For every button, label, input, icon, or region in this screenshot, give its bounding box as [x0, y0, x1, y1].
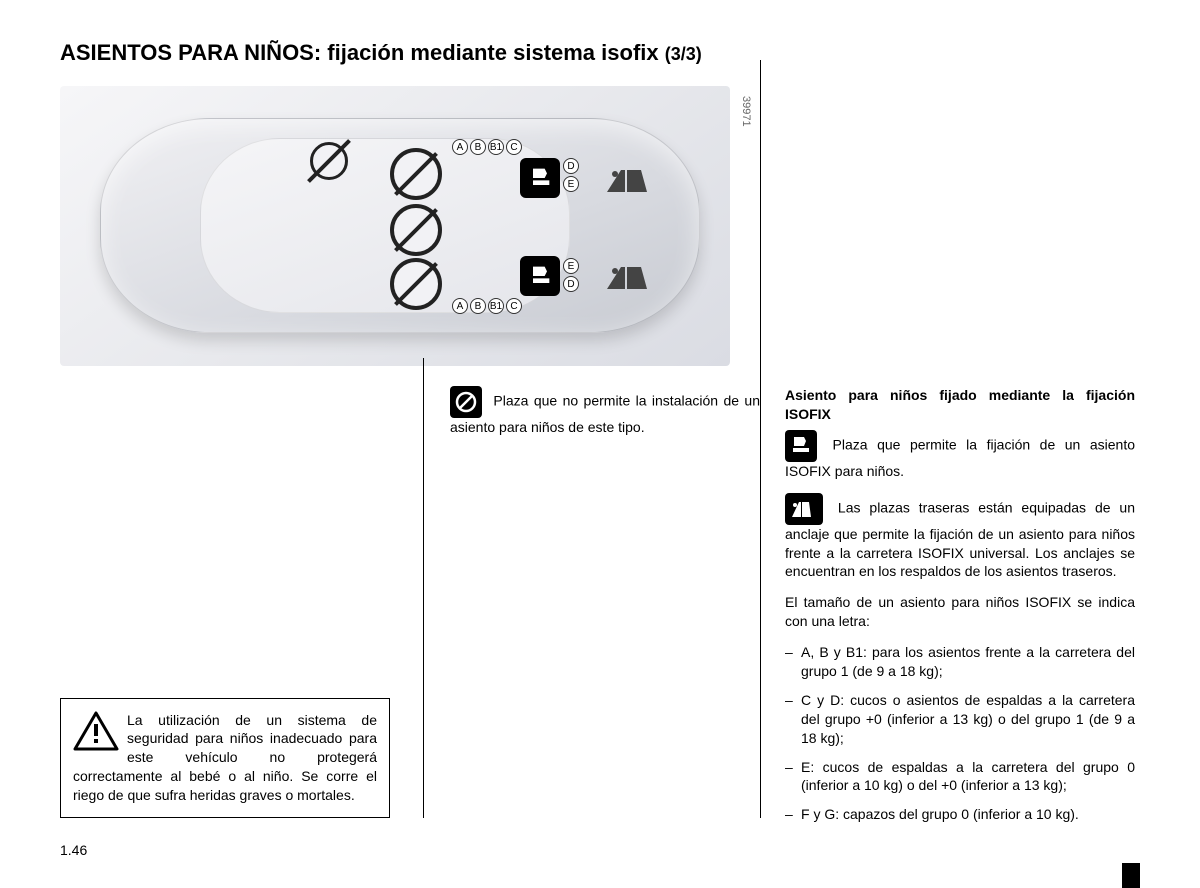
label-e: E: [563, 258, 579, 274]
warning-box: La utilización de un sistema de segurida…: [60, 698, 390, 818]
title-main: ASIENTOS PARA NIÑOS: fijación mediante s…: [60, 40, 659, 65]
label-b1: B1: [488, 298, 504, 314]
size-intro: El tamaño de un asiento para niños ISOFI…: [785, 593, 1135, 631]
page-title: ASIENTOS PARA NIÑOS: fijación mediante s…: [60, 40, 1140, 66]
isofix-seat-icon: [785, 430, 817, 462]
column-divider: [423, 358, 424, 818]
top-tether-icon: [785, 493, 823, 525]
figure-number: 39971: [740, 96, 752, 127]
list-item: F y G: capazos del grupo 0 (inferior a 1…: [785, 805, 1135, 824]
warning-triangle-icon: [73, 711, 119, 751]
column-right: Asiento para niños fijado mediante la fi…: [785, 386, 1135, 834]
car-roof: [200, 138, 570, 313]
child-seat-allowed-icon: [520, 256, 560, 296]
label-b1: B1: [488, 139, 504, 155]
label-a: A: [452, 139, 468, 155]
prohibited-description: Plaza que no permite la instalación de u…: [450, 393, 760, 435]
page-corner-mark: [1122, 863, 1140, 888]
label-b: B: [470, 139, 486, 155]
rear-seat-prohibited-icon: [390, 148, 442, 200]
rear-top-labels-horizontal: A B B1 C: [452, 139, 522, 155]
label-c: C: [506, 298, 522, 314]
rear-top-labels-vertical: D E: [563, 158, 579, 192]
label-d: D: [563, 276, 579, 292]
rear-middle-prohibited-icon: [390, 204, 442, 256]
page-number: 1.46: [60, 842, 87, 858]
list-item: E: cucos de espaldas a la carretera del …: [785, 758, 1135, 796]
isofix-allowed-text: Plaza que permite la fijación de un asie…: [785, 436, 1135, 478]
list-item: A, B y B1: para los asientos frente a la…: [785, 643, 1135, 681]
prohibited-icon: [450, 386, 482, 418]
column-divider: [760, 60, 761, 818]
child-seat-allowed-icon: [520, 158, 560, 198]
rear-anchor-text: Las plazas traseras están equipadas de u…: [785, 499, 1135, 579]
label-c: C: [506, 139, 522, 155]
top-tether-anchor-icon: [605, 164, 649, 194]
front-passenger-prohibited-icon: [310, 142, 348, 180]
label-d: D: [563, 158, 579, 174]
rear-anchor-paragraph: Las plazas traseras están equipadas de u…: [785, 493, 1135, 582]
label-e: E: [563, 176, 579, 192]
label-b: B: [470, 298, 486, 314]
label-a: A: [452, 298, 468, 314]
right-heading: Asiento para niños fijado mediante la fi…: [785, 386, 1135, 424]
rear-bottom-labels-horizontal: A B B1 C: [452, 298, 522, 314]
list-item: C y D: cucos o asientos de espaldas a la…: [785, 691, 1135, 748]
size-list: A, B y B1: para los asientos frente a la…: [785, 643, 1135, 824]
column-middle: Plaza que no permite la instalación de u…: [450, 386, 760, 834]
rear-seat-prohibited-icon: [390, 258, 442, 310]
isofix-allowed-paragraph: Plaza que permite la fijación de un asie…: [785, 430, 1135, 481]
isofix-top-view-diagram: 39971 A B B1 C D E E D A B B1 C: [60, 86, 730, 366]
title-suffix: (3/3): [665, 44, 702, 64]
rear-bottom-labels-vertical: E D: [563, 258, 579, 292]
top-tether-anchor-icon: [605, 261, 649, 291]
